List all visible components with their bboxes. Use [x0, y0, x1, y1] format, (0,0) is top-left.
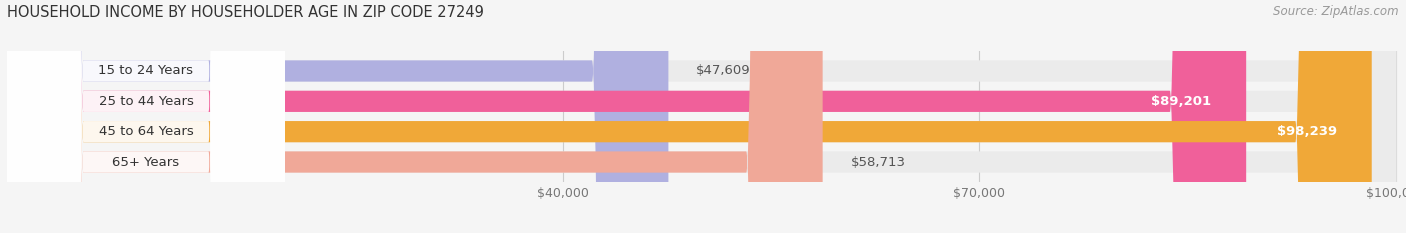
Text: 45 to 64 Years: 45 to 64 Years — [98, 125, 193, 138]
FancyBboxPatch shape — [7, 0, 1396, 233]
Text: $89,201: $89,201 — [1152, 95, 1212, 108]
Text: $47,609: $47,609 — [696, 65, 751, 78]
FancyBboxPatch shape — [7, 0, 668, 233]
FancyBboxPatch shape — [7, 0, 285, 233]
Text: HOUSEHOLD INCOME BY HOUSEHOLDER AGE IN ZIP CODE 27249: HOUSEHOLD INCOME BY HOUSEHOLDER AGE IN Z… — [7, 5, 484, 20]
FancyBboxPatch shape — [7, 0, 1372, 233]
FancyBboxPatch shape — [7, 0, 1396, 233]
Text: $98,239: $98,239 — [1277, 125, 1337, 138]
FancyBboxPatch shape — [7, 0, 1246, 233]
Text: 25 to 44 Years: 25 to 44 Years — [98, 95, 194, 108]
FancyBboxPatch shape — [7, 0, 1396, 233]
Text: $58,713: $58,713 — [851, 155, 905, 168]
Text: 65+ Years: 65+ Years — [112, 155, 180, 168]
FancyBboxPatch shape — [7, 0, 823, 233]
FancyBboxPatch shape — [7, 0, 285, 233]
FancyBboxPatch shape — [7, 0, 285, 233]
Text: 15 to 24 Years: 15 to 24 Years — [98, 65, 194, 78]
FancyBboxPatch shape — [7, 0, 1396, 233]
Text: Source: ZipAtlas.com: Source: ZipAtlas.com — [1274, 5, 1399, 18]
FancyBboxPatch shape — [7, 0, 285, 233]
